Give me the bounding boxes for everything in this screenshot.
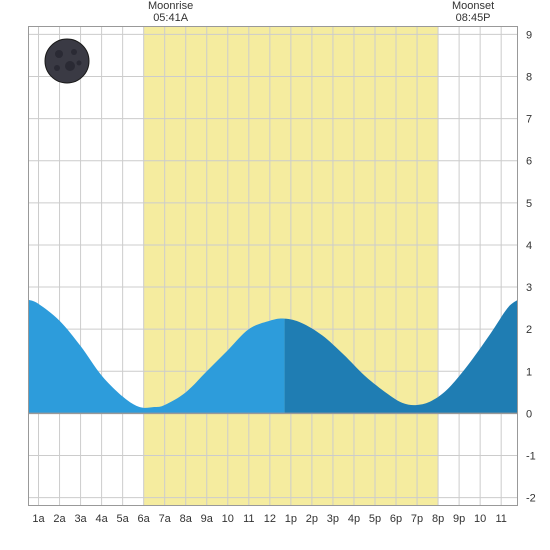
tide-chart-svg: -2-101234567891a2a3a4a5a6a7a8a9a1011121p… xyxy=(28,26,546,532)
x-tick-label: 11 xyxy=(243,513,254,525)
tide-chart-container: Moonrise 05:41A Moonset 08:45P -2-101234… xyxy=(0,0,550,550)
y-tick-label: 7 xyxy=(526,114,532,126)
y-tick-label: 8 xyxy=(526,72,532,84)
x-tick-label: 12 xyxy=(264,513,276,525)
moon-icon xyxy=(44,38,90,84)
y-tick-label: 4 xyxy=(526,240,532,252)
x-tick-label: 3a xyxy=(74,513,87,525)
x-tick-label: 5p xyxy=(369,513,381,525)
x-tick-label: 6p xyxy=(390,513,402,525)
y-tick-label: -1 xyxy=(526,450,536,462)
x-tick-label: 5a xyxy=(117,513,130,525)
x-tick-label: 9a xyxy=(201,513,214,525)
y-tick-label: -2 xyxy=(526,493,536,505)
x-tick-label: 8p xyxy=(432,513,444,525)
chart-area: -2-101234567891a2a3a4a5a6a7a8a9a1011121p… xyxy=(28,26,518,506)
y-tick-label: 0 xyxy=(526,408,532,420)
y-tick-label: 2 xyxy=(526,324,532,336)
moonrise-label: Moonrise xyxy=(148,0,193,12)
moonrise-time: 05:41A xyxy=(148,12,193,24)
y-tick-label: 3 xyxy=(526,282,532,294)
x-tick-label: 11 xyxy=(495,513,506,525)
x-tick-label: 3p xyxy=(327,513,339,525)
x-tick-label: 4a xyxy=(95,513,108,525)
y-tick-label: 9 xyxy=(526,29,532,41)
moonset-time: 08:45P xyxy=(452,12,494,24)
y-tick-label: 6 xyxy=(526,156,532,168)
moonset-block: Moonset 08:45P xyxy=(452,0,494,24)
x-tick-label: 10 xyxy=(222,513,234,525)
x-tick-label: 9p xyxy=(453,513,465,525)
x-tick-label: 10 xyxy=(474,513,486,525)
x-tick-label: 6a xyxy=(138,513,151,525)
x-tick-label: 8a xyxy=(180,513,193,525)
x-tick-label: 7a xyxy=(159,513,172,525)
x-tick-label: 7p xyxy=(411,513,423,525)
x-tick-label: 2p xyxy=(306,513,318,525)
y-tick-label: 5 xyxy=(526,198,532,210)
x-tick-label: 1a xyxy=(32,513,45,525)
moonset-label: Moonset xyxy=(452,0,494,12)
x-tick-label: 4p xyxy=(348,513,360,525)
x-tick-label: 1p xyxy=(285,513,297,525)
y-tick-label: 1 xyxy=(526,366,532,378)
x-tick-label: 2a xyxy=(53,513,66,525)
moonrise-block: Moonrise 05:41A xyxy=(148,0,193,24)
